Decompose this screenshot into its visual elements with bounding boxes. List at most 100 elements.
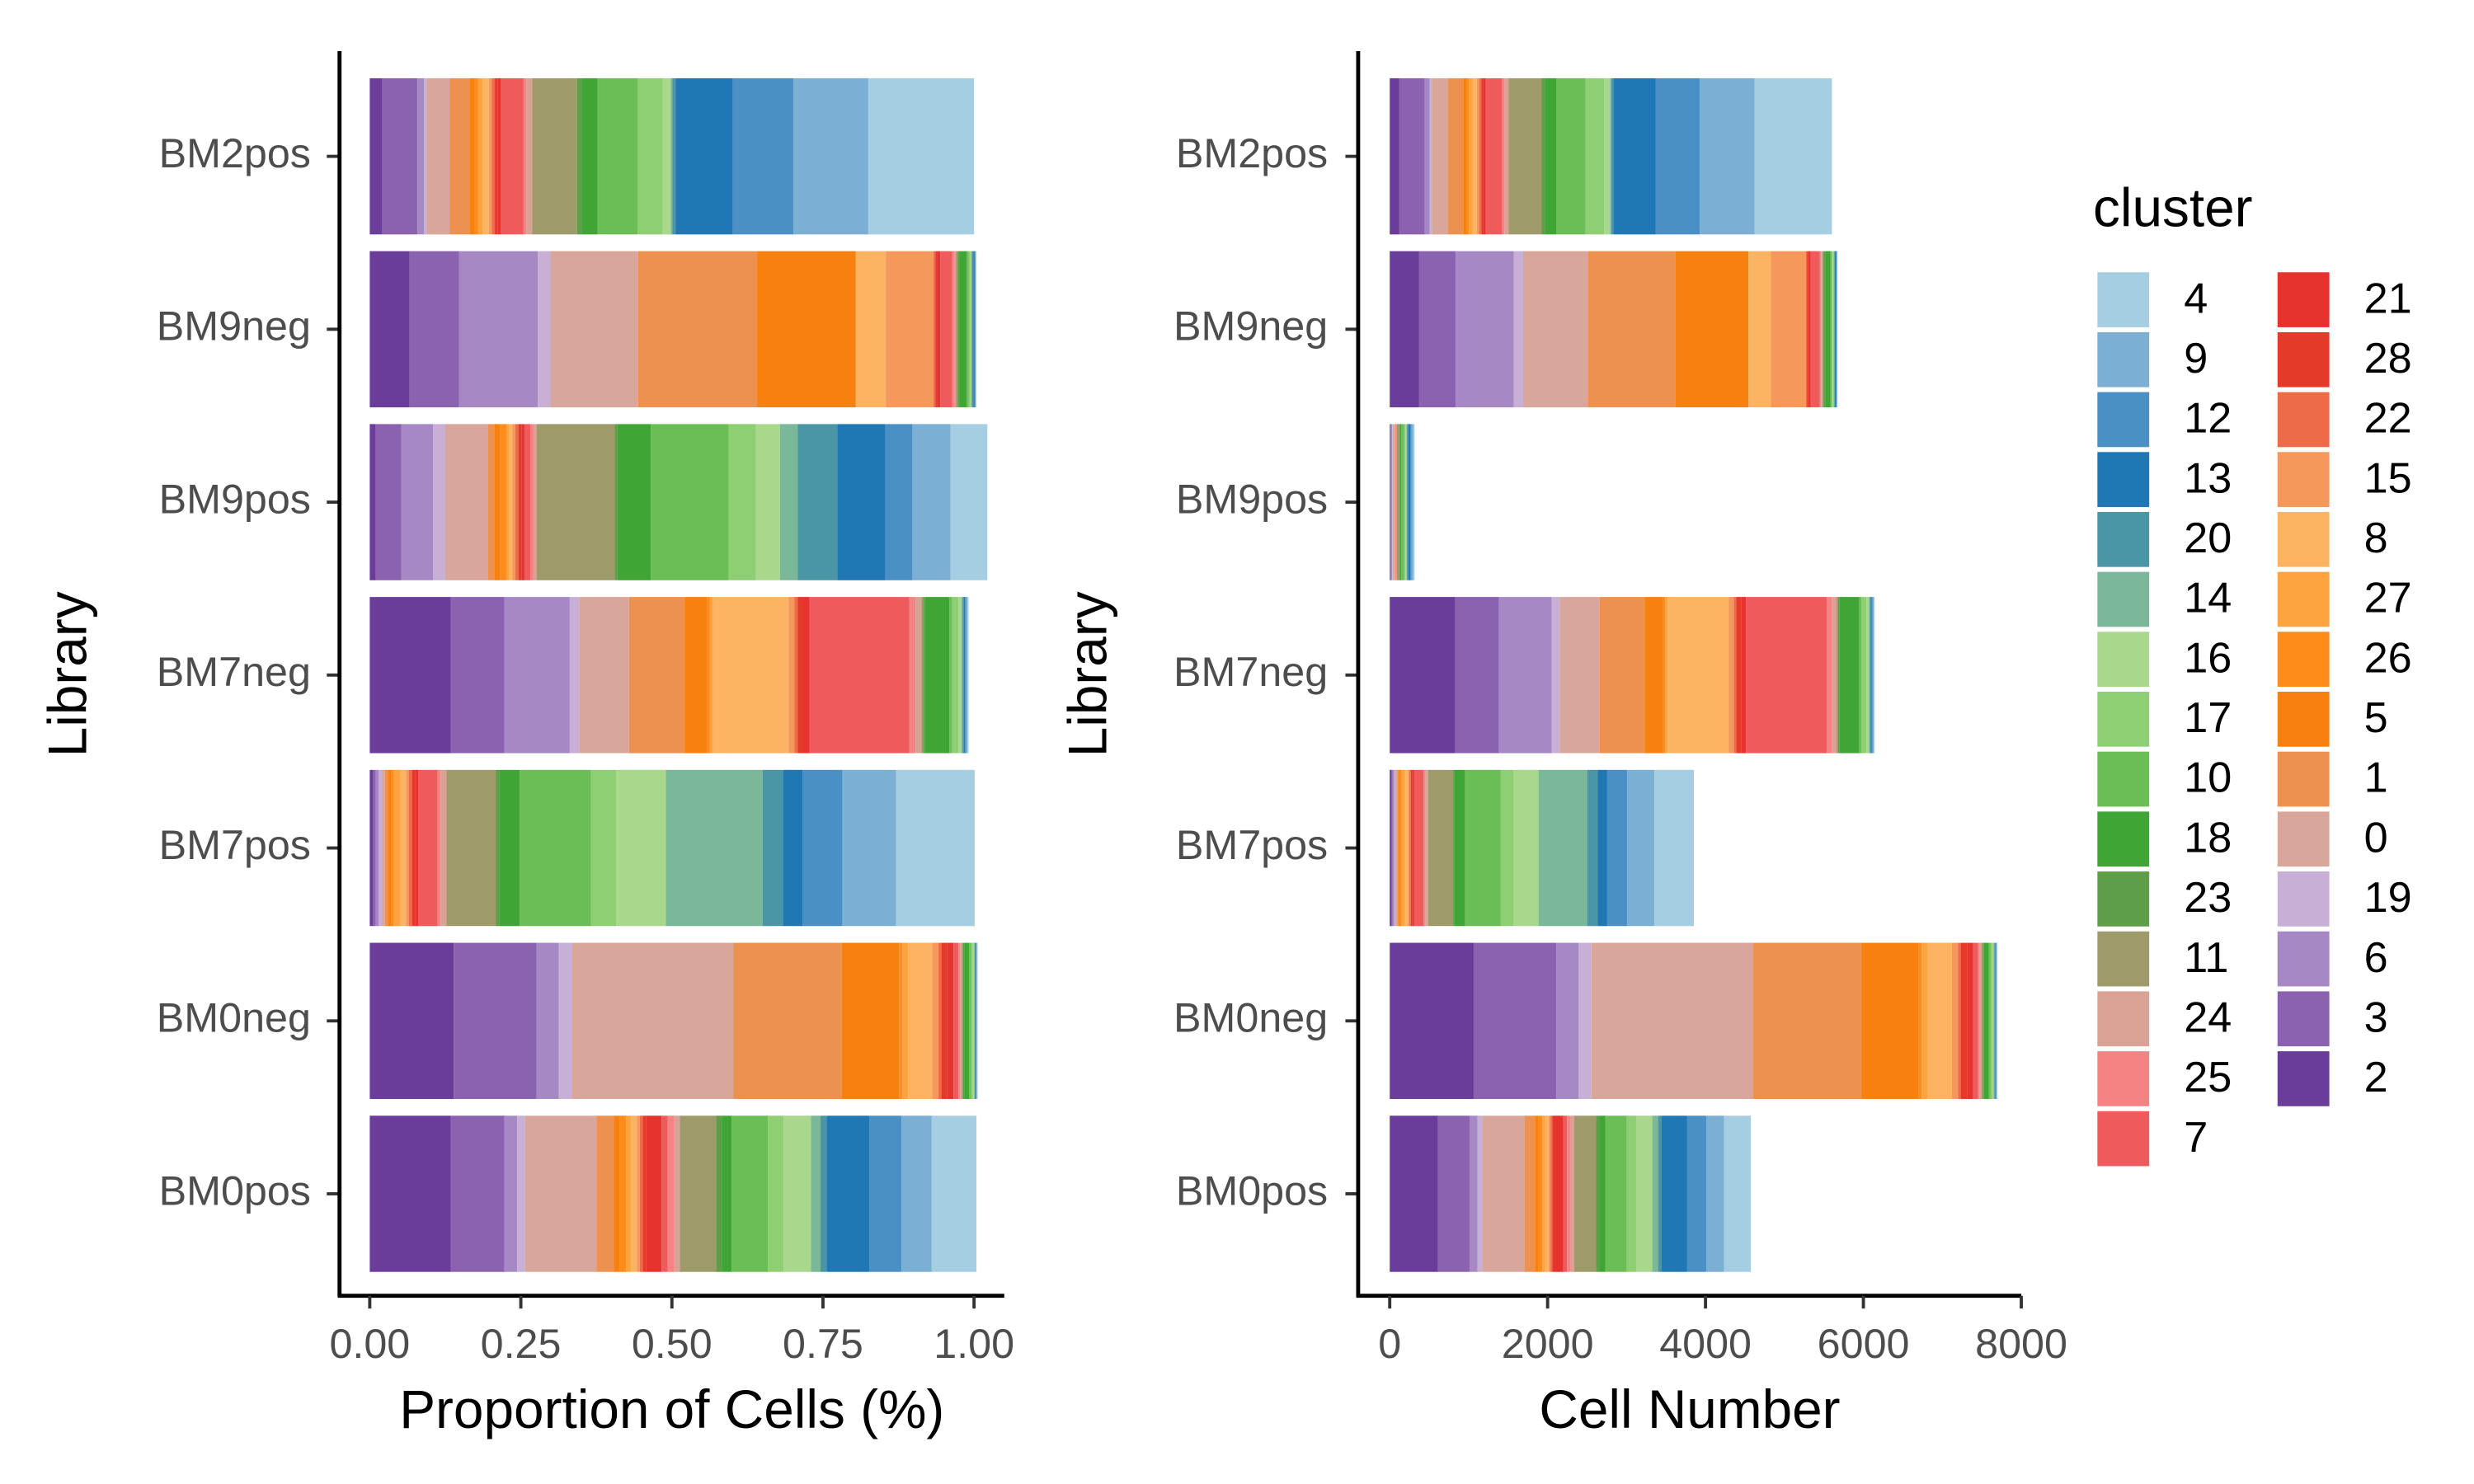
legend-key: [2274, 989, 2332, 1050]
bar-segment: [506, 424, 510, 580]
bar-segment: [450, 1115, 505, 1272]
bar-segment: [779, 424, 798, 580]
bar-segment: [901, 1115, 932, 1272]
legend-label: 21: [2364, 275, 2412, 322]
bar-segment: [934, 251, 936, 408]
legend-key: [2095, 389, 2152, 450]
legend-label: 14: [2184, 575, 2232, 622]
bar-segment: [1538, 1115, 1543, 1272]
bar-segment: [1399, 769, 1400, 927]
bar-segment: [1837, 251, 1838, 408]
legend-label: 5: [2364, 694, 2388, 742]
bar-segment: [406, 769, 409, 927]
bar-segment: [1978, 942, 1980, 1099]
bar-segment: [384, 769, 388, 927]
bar-segment: [1437, 1115, 1470, 1272]
bar-segment: [1994, 942, 1996, 1099]
bar-segment: [1390, 251, 1419, 408]
x-tick-label: 1.00: [934, 1321, 1014, 1367]
bar-segment: [450, 597, 505, 754]
bar-segment: [1522, 251, 1588, 408]
bar-segment: [1399, 77, 1425, 235]
bar-segment: [1548, 1115, 1551, 1272]
bar-segment: [651, 424, 729, 580]
bar-segment: [869, 1115, 902, 1272]
bar-segment: [637, 1115, 640, 1272]
bar-segment: [1724, 1115, 1752, 1272]
legend-key: [2095, 449, 2152, 510]
bar-segment: [1837, 597, 1840, 754]
bar-segment: [1545, 1115, 1549, 1272]
bar-segment: [661, 1115, 668, 1272]
bar-segment: [1410, 769, 1413, 927]
bar-segment: [1390, 77, 1399, 235]
bar-segment: [369, 597, 451, 754]
legend-key: [2095, 510, 2152, 570]
bar-segment: [382, 77, 418, 235]
bar-segment: [1807, 251, 1809, 408]
legend-label: 4: [2184, 275, 2208, 322]
bar-segment: [1808, 251, 1811, 408]
bar-segment: [662, 77, 671, 235]
bar-segment: [912, 424, 951, 580]
bar-segment: [972, 942, 975, 1099]
bar-segment: [969, 942, 971, 1099]
bar-segment: [1610, 77, 1611, 235]
bar-segment: [400, 769, 407, 927]
bar-segment: [492, 77, 496, 235]
bar-segment: [459, 251, 539, 408]
bar-segment: [1599, 597, 1645, 754]
y-tick-label: BM2pos: [1176, 130, 1328, 176]
bar-segment: [614, 1115, 620, 1272]
bar-segment: [1587, 251, 1676, 408]
bar-segment: [424, 77, 427, 235]
x-axis-title: Proportion of Cells (%): [399, 1379, 944, 1439]
y-tick-label: BM9pos: [1176, 476, 1328, 522]
legend-key: [2274, 569, 2332, 630]
legend-key: [2274, 749, 2332, 810]
bar-segment: [1413, 769, 1424, 927]
bar-segment: [967, 597, 969, 754]
bar-segment: [1574, 1115, 1597, 1272]
legend-key: [2274, 809, 2332, 869]
bar-segment: [923, 597, 925, 754]
bar-segment: [962, 942, 965, 1099]
y-tick-label: BM0pos: [1176, 1167, 1328, 1214]
bar-segment: [970, 251, 971, 408]
bar-segment: [375, 769, 379, 927]
bar-segment: [958, 597, 962, 754]
bar-segment: [1729, 597, 1734, 754]
y-tick-label: BM2pos: [159, 130, 311, 176]
bar-segment: [732, 77, 794, 235]
bar-segment: [1392, 769, 1395, 927]
y-axis-title: Library: [37, 591, 97, 757]
bar-segment: [369, 424, 376, 580]
bar-segment: [518, 424, 522, 580]
bar-segment: [1746, 597, 1827, 754]
x-tick-label: 0: [1378, 1321, 1401, 1367]
bar-segment: [1405, 424, 1407, 580]
bar-segment: [1448, 77, 1464, 235]
bar-segment: [1541, 77, 1545, 235]
bar-segment: [855, 251, 887, 408]
legend-label: 13: [2184, 454, 2232, 502]
bar-segment: [809, 597, 910, 754]
bar-segment: [1454, 769, 1465, 927]
bar-segment: [596, 1115, 614, 1272]
bar-segment: [630, 1115, 637, 1272]
legend-label: 22: [2364, 395, 2412, 443]
bar-segment: [1599, 1115, 1606, 1272]
bar-segment: [797, 424, 838, 580]
bar-segment: [956, 251, 958, 408]
bar-segment: [1545, 77, 1557, 235]
legend-label: 28: [2364, 335, 2412, 383]
bar-segment: [1871, 597, 1873, 754]
bar-segment: [1635, 1115, 1653, 1272]
bar-segment: [1498, 597, 1552, 754]
bar-segment: [1832, 597, 1837, 754]
bar-segment: [1611, 77, 1614, 235]
bar-segment: [1859, 597, 1862, 754]
legend-label: 20: [2184, 514, 2232, 562]
bar-segment: [885, 424, 913, 580]
bar-segment: [1550, 1115, 1553, 1272]
